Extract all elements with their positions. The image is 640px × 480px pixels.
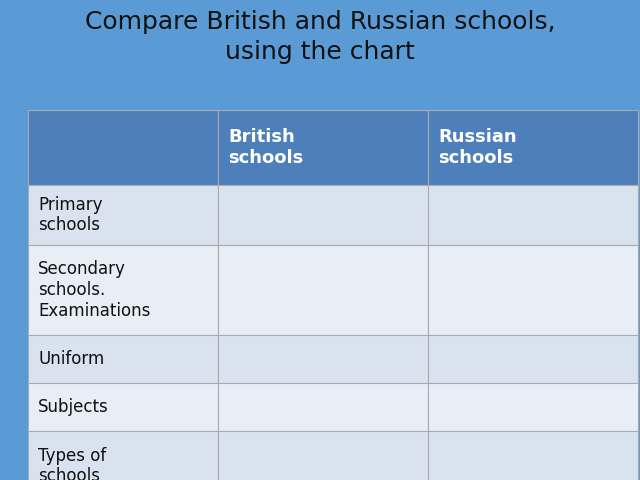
Bar [28,335,218,383]
Bar [428,110,638,185]
Bar [218,245,428,335]
Bar [218,110,428,185]
Text: Subjects: Subjects [38,398,109,416]
Bar [428,185,638,245]
Bar [428,245,638,335]
Bar [218,431,428,480]
Bar [28,110,218,185]
Bar [28,431,218,480]
Bar [218,383,428,431]
Bar [428,335,638,383]
Bar [28,245,218,335]
Bar [428,383,638,431]
Text: Russian
schools: Russian schools [438,128,516,167]
Bar [428,431,638,480]
Text: Uniform: Uniform [38,350,104,368]
Text: Primary
schools: Primary schools [38,196,102,234]
Text: Secondary
schools.
Examinations: Secondary schools. Examinations [38,260,150,320]
Bar [28,383,218,431]
Text: Compare British and Russian schools,
using the chart: Compare British and Russian schools, usi… [84,10,556,64]
Bar [28,185,218,245]
Text: British
schools: British schools [228,128,303,167]
Bar [218,185,428,245]
Bar [218,335,428,383]
Text: Types of
schools: Types of schools [38,446,106,480]
